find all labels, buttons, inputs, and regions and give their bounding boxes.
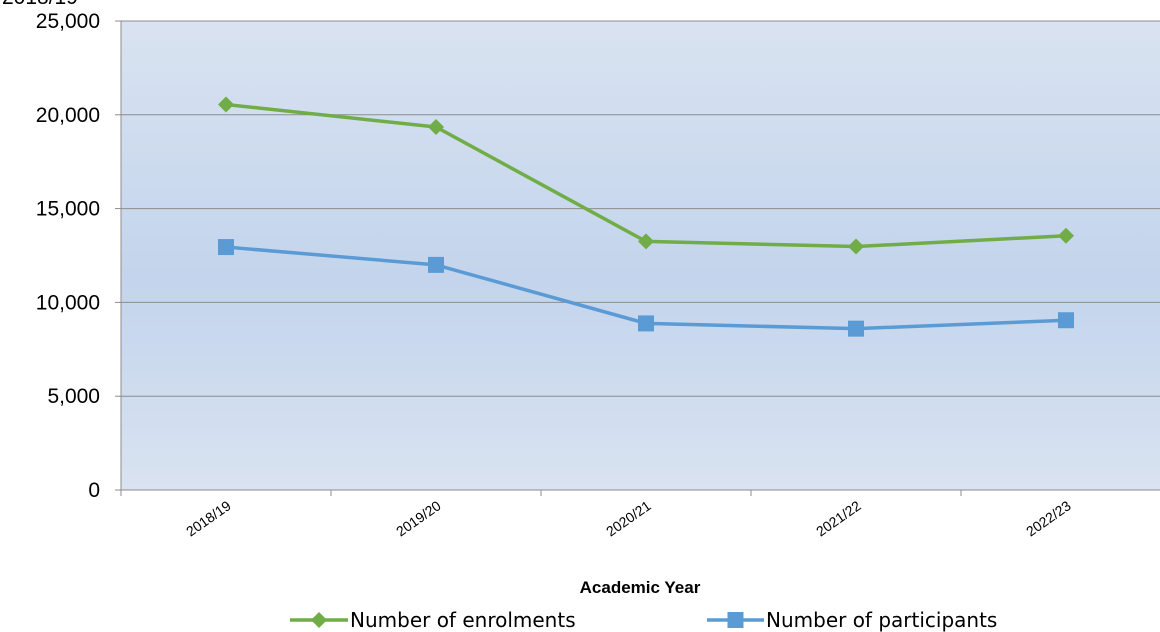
y-tick-label: 5,000 <box>47 385 100 408</box>
data-point <box>848 238 864 255</box>
series-square <box>218 239 1074 337</box>
x-tick-label: 2022/23 <box>1023 497 1074 539</box>
plot-area <box>121 21 1160 490</box>
data-point <box>848 320 864 337</box>
data-point <box>1058 227 1074 244</box>
y-tick-label: 15,000 <box>36 198 100 221</box>
y-tick-label: 20,000 <box>36 104 100 127</box>
series-layer <box>218 96 1074 337</box>
series-diamond <box>218 96 1074 255</box>
gridlines <box>121 20 1160 397</box>
legend-label: Number of enrolments <box>350 608 576 632</box>
data-point <box>638 315 654 332</box>
legend-label: Number of participants <box>766 608 997 632</box>
x-tick-label: 2020/21 <box>603 497 654 539</box>
legend: Number of enrolments Number of participan… <box>290 608 997 632</box>
y-tick-label: 25,000 <box>36 10 100 33</box>
legend-marker <box>311 612 327 628</box>
data-point <box>428 118 444 135</box>
data-point <box>218 96 234 113</box>
legend-item: Number of enrolments <box>290 608 576 632</box>
data-point <box>1058 312 1074 329</box>
legend-item: Number of participants <box>707 608 997 632</box>
x-tick-label: 2021/22 <box>813 497 864 539</box>
data-point <box>218 239 234 256</box>
y-tick-label: 10,000 <box>36 291 100 314</box>
legend-marker <box>727 612 744 628</box>
chart-title: 2018/19 <box>2 0 78 9</box>
x-tick-label: 2019/20 <box>393 497 444 539</box>
x-tick-label: 2018/19 <box>183 497 234 539</box>
x-axis-title: Academic Year <box>580 578 701 597</box>
data-point <box>428 256 444 273</box>
labels: 2018/19 Academic Year <box>2 0 701 597</box>
data-point <box>638 233 654 250</box>
y-tick-label: 0 <box>88 479 100 502</box>
